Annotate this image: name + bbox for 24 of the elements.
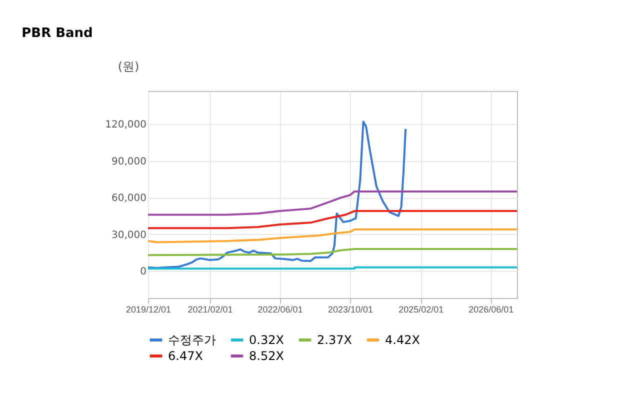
y-tick-label: 30,000 xyxy=(112,230,146,241)
x-tick-label: 2025/02/01 xyxy=(398,304,444,314)
line-series xyxy=(147,120,407,269)
x-tick-label: 2026/06/01 xyxy=(468,304,514,314)
x-tick-label: 2023/10/01 xyxy=(328,304,374,314)
x-tick-label: 2021/02/01 xyxy=(188,304,233,314)
legend-label: 8.52X xyxy=(249,349,284,363)
line-series xyxy=(147,228,518,244)
legend-label: 수정주가 xyxy=(168,333,216,347)
legend-label: 6.47X xyxy=(168,349,203,363)
y-tick-label: 120,000 xyxy=(105,120,146,131)
legend-label: 0.32X xyxy=(249,333,284,347)
legend-label: 4.42X xyxy=(385,333,420,347)
y-axis-title: (원) xyxy=(118,60,140,74)
chart-title: PBR Band xyxy=(22,26,93,41)
line-series xyxy=(147,248,518,256)
x-tick-label: 2022/06/01 xyxy=(258,304,303,314)
y-tick-label: 60,000 xyxy=(112,193,146,204)
y-tick-label: 0 xyxy=(140,266,146,278)
line-series xyxy=(147,190,518,216)
x-tick-label: 2019/12/01 xyxy=(126,304,172,314)
y-tick-label: 90,000 xyxy=(112,156,146,168)
legend-label: 2.37X xyxy=(317,333,352,347)
line-series xyxy=(147,210,518,230)
